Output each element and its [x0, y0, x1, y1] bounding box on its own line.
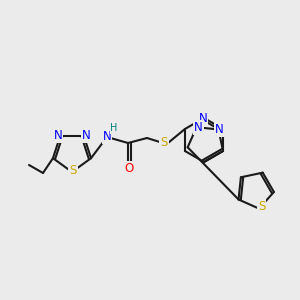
Text: O: O [124, 161, 134, 175]
Text: N: N [103, 130, 111, 143]
Text: N: N [194, 121, 203, 134]
Text: N: N [54, 129, 63, 142]
Text: N: N [81, 129, 90, 142]
Text: N: N [215, 123, 224, 136]
Text: S: S [258, 200, 266, 213]
Text: S: S [69, 164, 77, 178]
Text: N: N [199, 112, 207, 125]
Text: S: S [160, 136, 168, 149]
Text: H: H [110, 123, 118, 133]
